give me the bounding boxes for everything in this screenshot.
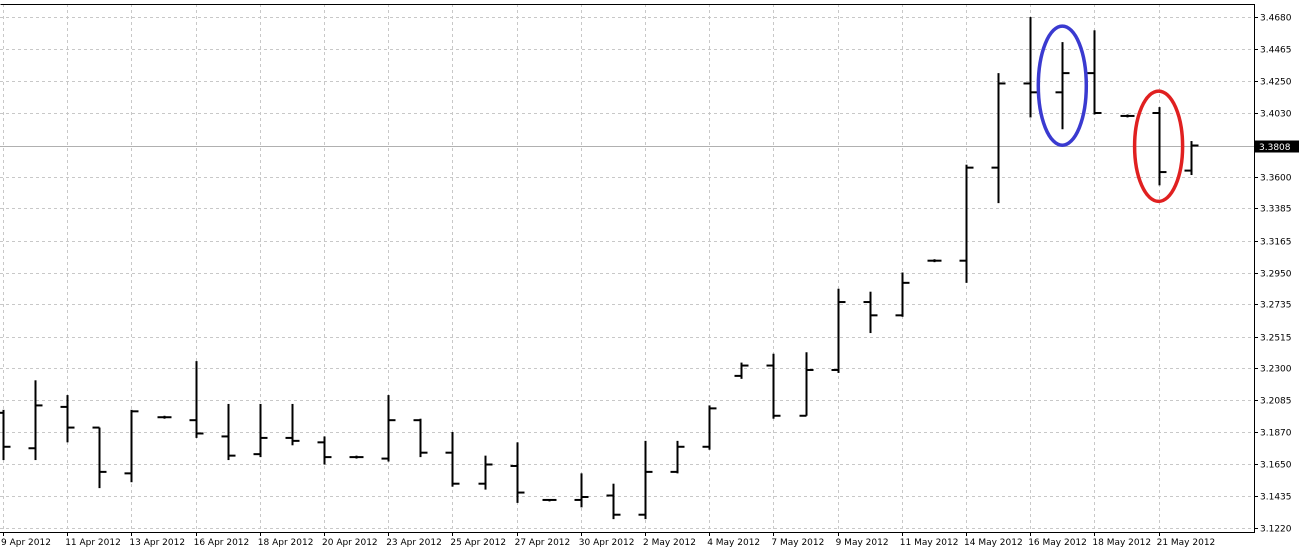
ohlc-bar — [895, 272, 910, 317]
ohlc-bar — [92, 426, 107, 489]
y-tick-label: 3.2300 — [1260, 365, 1292, 375]
x-tick-label: 30 Apr 2012 — [579, 538, 635, 548]
y-tick-label: 3.3600 — [1260, 174, 1292, 184]
y-tick-label: 3.1435 — [1260, 493, 1292, 503]
current-price-box — [1255, 140, 1299, 153]
x-tick-label: 23 Apr 2012 — [386, 538, 442, 548]
ohlc-bar — [1184, 141, 1199, 176]
ohlc-bar — [831, 288, 846, 373]
ohlc-bar — [1087, 30, 1102, 115]
y-tick-label: 3.4465 — [1260, 46, 1292, 56]
x-tick-label: 18 Apr 2012 — [258, 538, 314, 548]
ohlc-bar — [221, 403, 236, 461]
ohlc-bar — [510, 442, 525, 503]
ohlc-bar — [766, 353, 781, 419]
y-tick-label: 3.3165 — [1260, 238, 1292, 248]
x-tick-label: 18 May 2012 — [1092, 538, 1151, 548]
x-tick-label: 16 May 2012 — [1028, 538, 1087, 548]
y-tick-label: 3.4250 — [1260, 78, 1292, 88]
ohlc-bar — [157, 415, 172, 419]
ohlc-bar — [285, 403, 300, 446]
ohlc-bar — [670, 440, 685, 474]
ohlc-bar — [253, 403, 268, 458]
y-tick-label: 3.3385 — [1260, 205, 1292, 215]
y-tick-label: 3.1650 — [1260, 461, 1292, 471]
ohlc-bar — [606, 483, 621, 520]
x-tick-label: 13 Apr 2012 — [129, 538, 185, 548]
current-price-label: 3.3808 — [1259, 143, 1291, 153]
y-tick-label: 3.2085 — [1260, 397, 1292, 407]
ohlc-bar — [959, 164, 974, 283]
bars-layer — [0, 17, 1199, 520]
ohlc-bar — [124, 409, 139, 483]
ohlc-bar — [1023, 17, 1038, 118]
ohlc-bar — [381, 395, 396, 462]
y-tick-label: 3.2515 — [1260, 334, 1292, 344]
ohlc-bar — [734, 362, 749, 379]
x-tick-label: 20 Apr 2012 — [322, 538, 378, 548]
ohlc-bar — [413, 418, 428, 458]
ohlc-bar — [349, 455, 364, 459]
ohlc-bar — [638, 440, 653, 520]
y-tick-label: 3.4030 — [1260, 110, 1292, 120]
red-ellipse-annotation — [1132, 89, 1185, 204]
x-tick-label: 16 Apr 2012 — [194, 538, 250, 548]
x-tick-label: 9 Apr 2012 — [1, 538, 51, 548]
ohlc-bar — [702, 405, 717, 450]
ohlc-bar — [799, 352, 814, 417]
blue-ellipse-annotation — [1036, 24, 1089, 147]
ohlc-bar — [1152, 107, 1167, 186]
axis-layer: 3.4680 3.4465 3.4250 3.4030 3.3600 3.3385 3.31… — [0, 4, 1299, 548]
ohlc-bar — [317, 436, 332, 465]
ohlc-bar — [574, 473, 589, 508]
y-tick-label: 3.2735 — [1260, 301, 1292, 311]
ohlc-bar — [478, 455, 493, 490]
x-tick-label: 14 May 2012 — [964, 538, 1023, 548]
ohlc-bar — [1055, 42, 1070, 130]
ohlc-bar — [542, 498, 557, 502]
ohlc-bar — [991, 73, 1006, 204]
ohlc-bar — [927, 259, 942, 263]
y-tick-label: 3.1870 — [1260, 429, 1292, 439]
x-tick-label: 9 May 2012 — [836, 538, 889, 548]
y-tick-label: 3.1220 — [1260, 525, 1292, 535]
ohlc-bar — [189, 361, 204, 438]
y-tick-label: 3.4680 — [1260, 14, 1292, 24]
x-tick-label: 2 May 2012 — [643, 538, 696, 548]
ohlc-bar — [60, 395, 75, 443]
ohlc-bar — [1120, 114, 1135, 118]
ohlc-bar — [28, 380, 43, 461]
x-tick-label: 27 Apr 2012 — [515, 538, 571, 548]
ohlc-bar — [0, 409, 11, 461]
annotation-layer — [1036, 24, 1185, 204]
x-tick-label: 11 May 2012 — [900, 538, 959, 548]
x-tick-label: 25 Apr 2012 — [450, 538, 506, 548]
x-tick-label: 4 May 2012 — [707, 538, 760, 548]
x-tick-label: 11 Apr 2012 — [65, 538, 121, 548]
y-tick-label: 3.2950 — [1260, 270, 1292, 280]
ohlc-bar — [863, 291, 878, 334]
ohlc-bar — [445, 432, 460, 487]
x-tick-label: 7 May 2012 — [771, 538, 824, 548]
x-tick-label: 21 May 2012 — [1157, 538, 1216, 548]
